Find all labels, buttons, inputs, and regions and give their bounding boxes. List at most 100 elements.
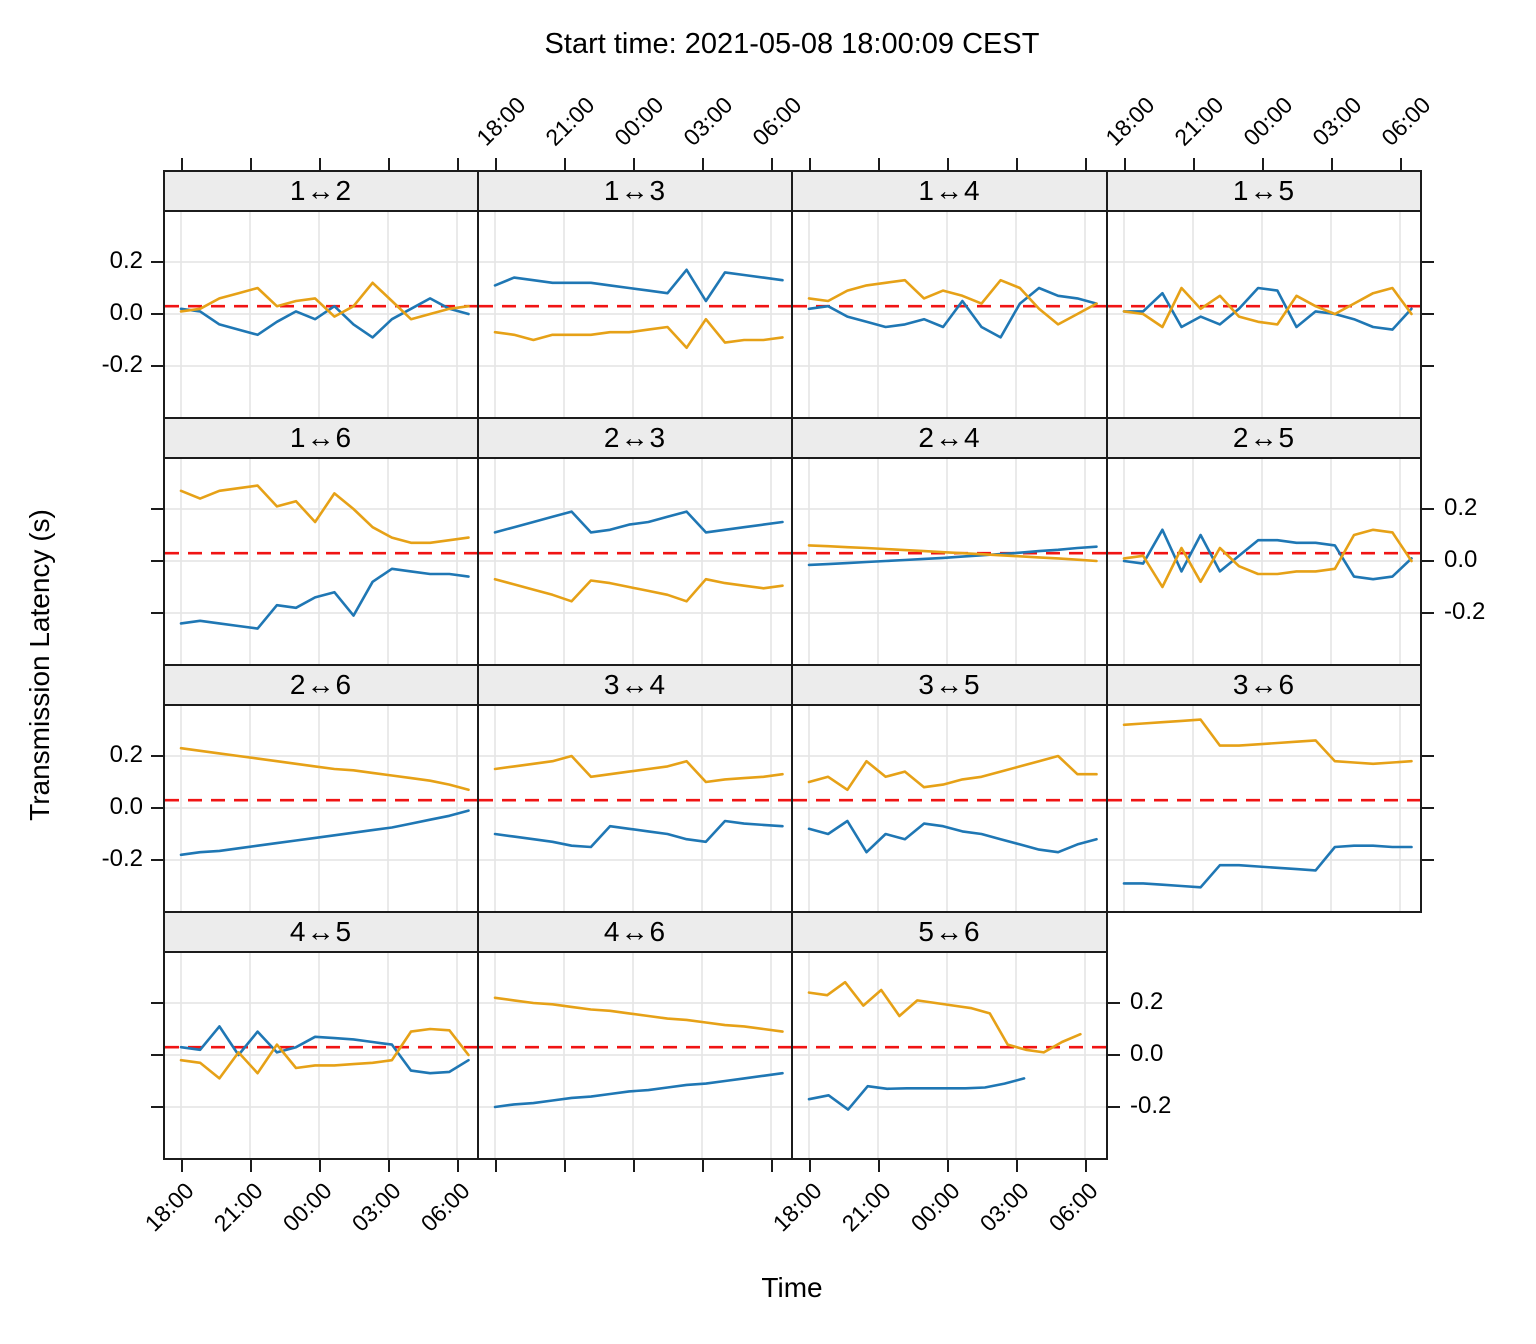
panel-plot-area bbox=[479, 459, 791, 664]
axis-tick bbox=[151, 261, 163, 263]
panel-plot-area bbox=[479, 706, 791, 911]
latency-line-orange bbox=[493, 577, 784, 603]
axis-tick bbox=[878, 158, 880, 170]
axis-tick bbox=[702, 1160, 704, 1172]
latency-line-blue bbox=[1122, 528, 1413, 581]
axis-tick bbox=[1422, 755, 1434, 757]
panel-strip: 3↔6 bbox=[1106, 664, 1422, 706]
latency-panel bbox=[1106, 457, 1422, 666]
axis-tick bbox=[151, 807, 163, 809]
axis-tick bbox=[1262, 158, 1264, 170]
axis-tick bbox=[388, 1160, 390, 1172]
panel-strip: 1↔2 bbox=[163, 170, 479, 212]
latency-line-blue bbox=[179, 1025, 470, 1075]
axis-tick bbox=[1331, 158, 1333, 170]
panel-strip: 3↔5 bbox=[791, 664, 1108, 706]
panel-strip-label: 1↔6 bbox=[289, 422, 353, 453]
y-tick-label: 0.0 bbox=[1444, 546, 1478, 573]
panel-strip: 3↔4 bbox=[477, 664, 793, 706]
y-tick-label: -0.2 bbox=[101, 351, 143, 378]
x-axis-title: Time bbox=[761, 1272, 823, 1303]
axis-tick bbox=[809, 158, 811, 170]
axis-tick bbox=[151, 313, 163, 315]
axis-tick bbox=[1016, 158, 1018, 170]
axis-tick bbox=[151, 508, 163, 510]
axis-tick bbox=[947, 1160, 949, 1172]
latency-line-orange bbox=[179, 1027, 470, 1080]
latency-line-blue bbox=[807, 286, 1098, 339]
panel-strip-label: 3↔6 bbox=[1232, 669, 1296, 700]
panel-strip-label: 1↔2 bbox=[289, 175, 353, 206]
latency-panel bbox=[791, 210, 1108, 419]
panel-strip-label: 3↔4 bbox=[603, 669, 667, 700]
axis-tick bbox=[181, 1160, 183, 1172]
panel-strip: 4↔6 bbox=[477, 911, 793, 953]
axis-tick bbox=[457, 1160, 459, 1172]
axis-tick bbox=[181, 158, 183, 170]
latency-panel bbox=[163, 457, 479, 666]
latency-line-blue bbox=[807, 819, 1098, 854]
latency-panel bbox=[477, 210, 793, 419]
axis-tick bbox=[151, 365, 163, 367]
panel-strip-label: 1↔4 bbox=[918, 175, 981, 206]
panel-strip: 2↔3 bbox=[477, 417, 793, 459]
latency-panel bbox=[163, 210, 479, 419]
y-axis-title: Transmission Latency (s) bbox=[24, 509, 55, 821]
y-tick-label: -0.2 bbox=[1444, 598, 1486, 625]
x-tick-label: 06:00 bbox=[747, 91, 807, 151]
x-tick-label: 06:00 bbox=[1376, 91, 1436, 151]
panel-strip: 4↔5 bbox=[163, 911, 479, 953]
latency-line-orange bbox=[1122, 286, 1413, 329]
panel-plot-area bbox=[479, 953, 791, 1158]
axis-tick bbox=[151, 1002, 163, 1004]
axis-tick bbox=[1422, 365, 1434, 367]
axis-tick bbox=[1193, 158, 1195, 170]
panel-plot-area bbox=[165, 953, 477, 1158]
panel-strip: 2↔6 bbox=[163, 664, 479, 706]
panel-plot-area bbox=[1108, 212, 1420, 417]
axis-tick bbox=[947, 158, 949, 170]
x-tick-label: 03:00 bbox=[1307, 91, 1367, 151]
axis-tick bbox=[564, 158, 566, 170]
x-tick-label: 21:00 bbox=[1169, 91, 1229, 151]
x-tick-label: 18:00 bbox=[471, 91, 531, 151]
x-tick-label: 18:00 bbox=[1100, 91, 1160, 151]
panel-strip: 2↔5 bbox=[1106, 417, 1422, 459]
axis-tick bbox=[771, 1160, 773, 1172]
latency-line-blue bbox=[1122, 844, 1413, 889]
latency-line-orange bbox=[493, 317, 784, 350]
y-tick-label: 0.0 bbox=[1130, 1040, 1164, 1067]
axis-tick bbox=[388, 158, 390, 170]
latency-line-blue bbox=[493, 1071, 784, 1109]
axis-tick bbox=[1085, 1160, 1087, 1172]
panel-strip-label: 1↔3 bbox=[603, 175, 667, 206]
y-tick-label: 0.2 bbox=[109, 741, 143, 768]
panel-plot-area bbox=[793, 706, 1106, 911]
axis-tick bbox=[151, 859, 163, 861]
axis-tick bbox=[151, 612, 163, 614]
panel-plot-area bbox=[479, 212, 791, 417]
latency-line-orange bbox=[493, 996, 784, 1033]
panel-strip-label: 5↔6 bbox=[918, 916, 981, 947]
axis-tick bbox=[1422, 508, 1434, 510]
axis-tick bbox=[1085, 158, 1087, 170]
axis-tick bbox=[1108, 1106, 1120, 1108]
latency-panel bbox=[163, 704, 479, 913]
panel-strip: 1↔6 bbox=[163, 417, 479, 459]
axis-tick bbox=[457, 158, 459, 170]
panel-strip: 1↔5 bbox=[1106, 170, 1422, 212]
panel-strip-label: 4↔5 bbox=[289, 916, 353, 947]
axis-tick bbox=[151, 1106, 163, 1108]
panel-strip-label: 3↔5 bbox=[918, 669, 981, 700]
panel-strip: 5↔6 bbox=[791, 911, 1108, 953]
panel-strip-label: 1↔5 bbox=[1232, 175, 1296, 206]
axis-tick bbox=[1400, 158, 1402, 170]
axis-tick bbox=[1422, 261, 1434, 263]
latency-line-orange bbox=[807, 754, 1098, 792]
latency-line-orange bbox=[179, 484, 470, 545]
axis-tick bbox=[250, 158, 252, 170]
y-tick-label: 0.0 bbox=[109, 793, 143, 820]
axis-tick bbox=[633, 158, 635, 170]
axis-tick bbox=[495, 1160, 497, 1172]
